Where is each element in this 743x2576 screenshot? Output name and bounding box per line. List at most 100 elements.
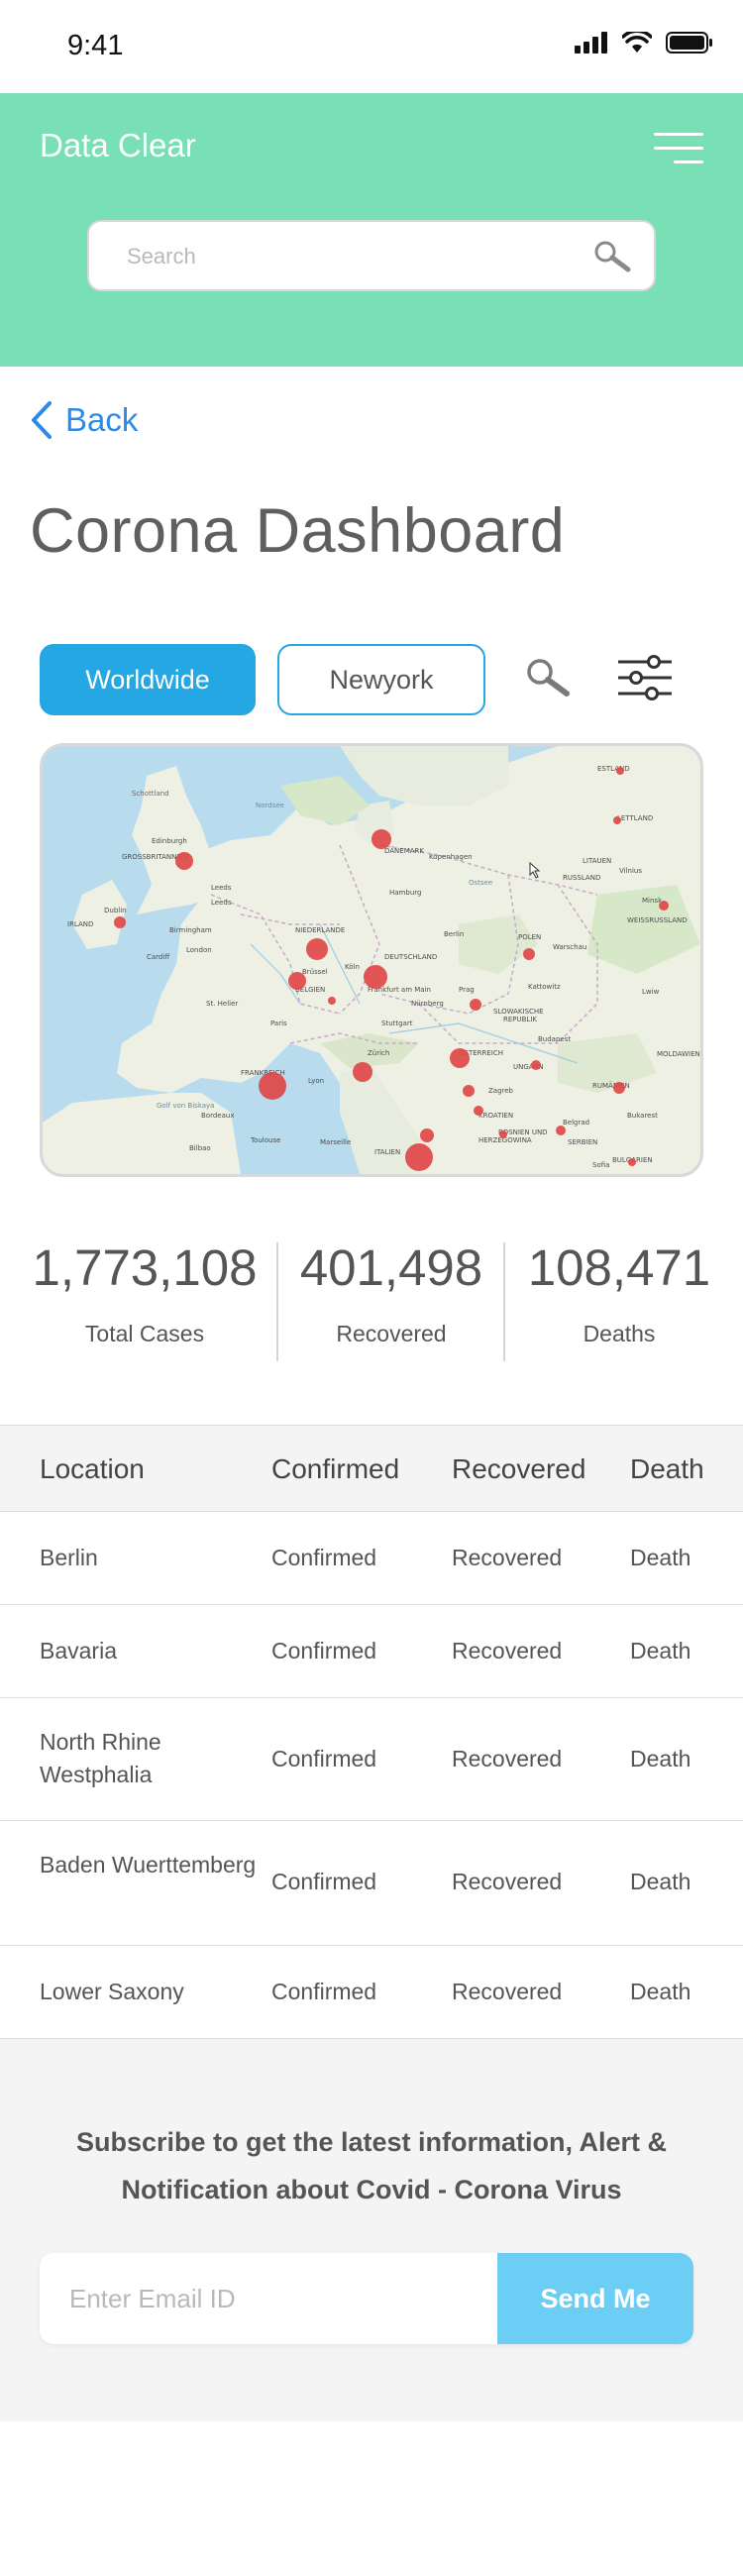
map-label: MOLDAWIEN [657, 1050, 700, 1058]
stat-total-cases: 1,773,108 Total Cases [30, 1238, 260, 1347]
tab-worldwide[interactable]: Worldwide [40, 644, 256, 715]
map-marker [328, 997, 336, 1005]
map-marker [353, 1062, 372, 1082]
battery-icon [666, 32, 712, 54]
map-marker [364, 965, 387, 989]
stat-deaths: 108,471 Deaths [515, 1238, 723, 1347]
stat-label: Total Cases [84, 1321, 205, 1346]
map-label: NIEDERLANDE [295, 926, 345, 934]
tab-newyork[interactable]: Newyork [277, 644, 485, 715]
table-row[interactable]: Bavaria Confirmed Recovered Death [0, 1605, 743, 1698]
table-row[interactable]: Baden Wuerttemberg Confirmed Recovered D… [0, 1821, 743, 1946]
column-header-location[interactable]: Location [40, 1453, 145, 1484]
email-input[interactable] [69, 2279, 485, 2318]
cellular-signal-icon [575, 32, 607, 54]
map-label: FRANKREICH [241, 1069, 285, 1077]
map-label: London [186, 946, 212, 954]
map-label: Golf von Biskaya [157, 1102, 214, 1110]
map-label: POLEN [518, 933, 541, 941]
map-marker [659, 901, 669, 911]
map-label: Lwiw [642, 988, 660, 996]
stat-value: 108,471 [527, 1239, 711, 1296]
table-row[interactable]: Lower Saxony Confirmed Recovered Death [0, 1946, 743, 2039]
search-icon[interactable] [592, 240, 632, 273]
cell-death: Death [630, 1638, 691, 1664]
map-marker [616, 767, 624, 775]
cell-confirmed: Confirmed [271, 1746, 377, 1771]
map-label: Bilbao [189, 1144, 211, 1152]
table-row[interactable]: Berlin Confirmed Recovered Death [0, 1512, 743, 1605]
map-label: LITAUEN [583, 857, 611, 865]
map-marker [420, 1128, 434, 1142]
map-label: UNGARN [513, 1063, 544, 1071]
table-header: Location Confirmed Recovered Death [0, 1425, 743, 1512]
search-icon[interactable] [523, 654, 571, 701]
column-header-confirmed[interactable]: Confirmed [271, 1453, 400, 1484]
back-button[interactable]: Back [30, 400, 138, 440]
map-label: SLOWAKISCHE [493, 1008, 544, 1016]
stat-recovered: 401,498 Recovered [287, 1238, 495, 1347]
table-row[interactable]: North Rhine Westphalia Confirmed Recover… [0, 1698, 743, 1821]
stat-divider [276, 1242, 278, 1361]
map-label: St. Helier [206, 1000, 238, 1008]
map-label: BELGIEN [295, 986, 325, 994]
stat-divider [503, 1242, 505, 1361]
header-search-box [87, 220, 656, 291]
map-label: Bordeaux [201, 1112, 234, 1120]
map-marker [556, 1126, 566, 1135]
map-label: Paris [270, 1020, 287, 1027]
search-input[interactable] [127, 240, 563, 273]
map-label: Berlin [444, 930, 464, 938]
cell-location: Berlin [40, 1545, 98, 1570]
cell-death: Death [630, 1979, 691, 2004]
map-label: Nürnberg [411, 1000, 444, 1008]
page-title: Corona Dashboard [30, 496, 566, 566]
cell-recovered: Recovered [452, 1545, 563, 1570]
hamburger-menu-icon[interactable] [654, 129, 703, 168]
locations-table: Location Confirmed Recovered Death Berli… [0, 1425, 743, 2039]
app-header: Data Clear [0, 93, 743, 367]
map-marker [450, 1048, 470, 1068]
map-label: Birmingham [169, 926, 212, 934]
cell-recovered: Recovered [452, 1979, 563, 2004]
map-marker [372, 829, 391, 849]
cell-death: Death [630, 1746, 691, 1771]
sliders-icon[interactable] [616, 654, 674, 701]
map-label: SERBIEN [568, 1138, 597, 1146]
send-me-button[interactable]: Send Me [497, 2253, 693, 2344]
map-marker [288, 972, 306, 990]
map-label: Hamburg [389, 889, 421, 897]
cell-location: Lower Saxony [40, 1979, 184, 2004]
map-label: Zürich [368, 1049, 389, 1057]
cursor-icon [529, 861, 541, 879]
cell-recovered: Recovered [452, 1638, 563, 1664]
map-label: Kattowitz [528, 983, 561, 991]
map-marker [175, 852, 193, 870]
europe-map[interactable]: Edinburgh GROSSBRITANNIEN Schottland IRL… [40, 743, 703, 1177]
map-marker [523, 948, 535, 960]
map-marker [474, 1106, 483, 1116]
map-label: Belgrad [563, 1119, 589, 1127]
cell-recovered: Recovered [452, 1869, 563, 1894]
map-label: Warschau [553, 943, 586, 951]
map-marker [259, 1072, 286, 1100]
map-label: HERZEGOWINA [478, 1136, 532, 1144]
column-header-recovered[interactable]: Recovered [452, 1453, 586, 1484]
chevron-left-icon [32, 401, 52, 439]
map-label: Kopenhagen [429, 853, 473, 861]
map-label: Minsk [642, 897, 663, 905]
map-label: Leeds [211, 884, 232, 892]
cell-confirmed: Confirmed [271, 1545, 377, 1570]
map-label: ESTLAND [597, 765, 630, 773]
map-label: IRLAND [67, 920, 93, 928]
cell-location: North Rhine Westphalia [40, 1729, 161, 1787]
map-label: Edinburgh [152, 837, 187, 845]
map-marker [405, 1143, 433, 1171]
map-label: Prag [459, 986, 475, 994]
column-header-death[interactable]: Death [630, 1453, 704, 1484]
cell-death: Death [630, 1545, 691, 1570]
map-marker [628, 1158, 636, 1166]
map-label: DÄNEMARK [384, 846, 424, 855]
map-label: Brüssel [302, 968, 328, 976]
map-label: BOSNIEN UND [498, 1128, 548, 1136]
